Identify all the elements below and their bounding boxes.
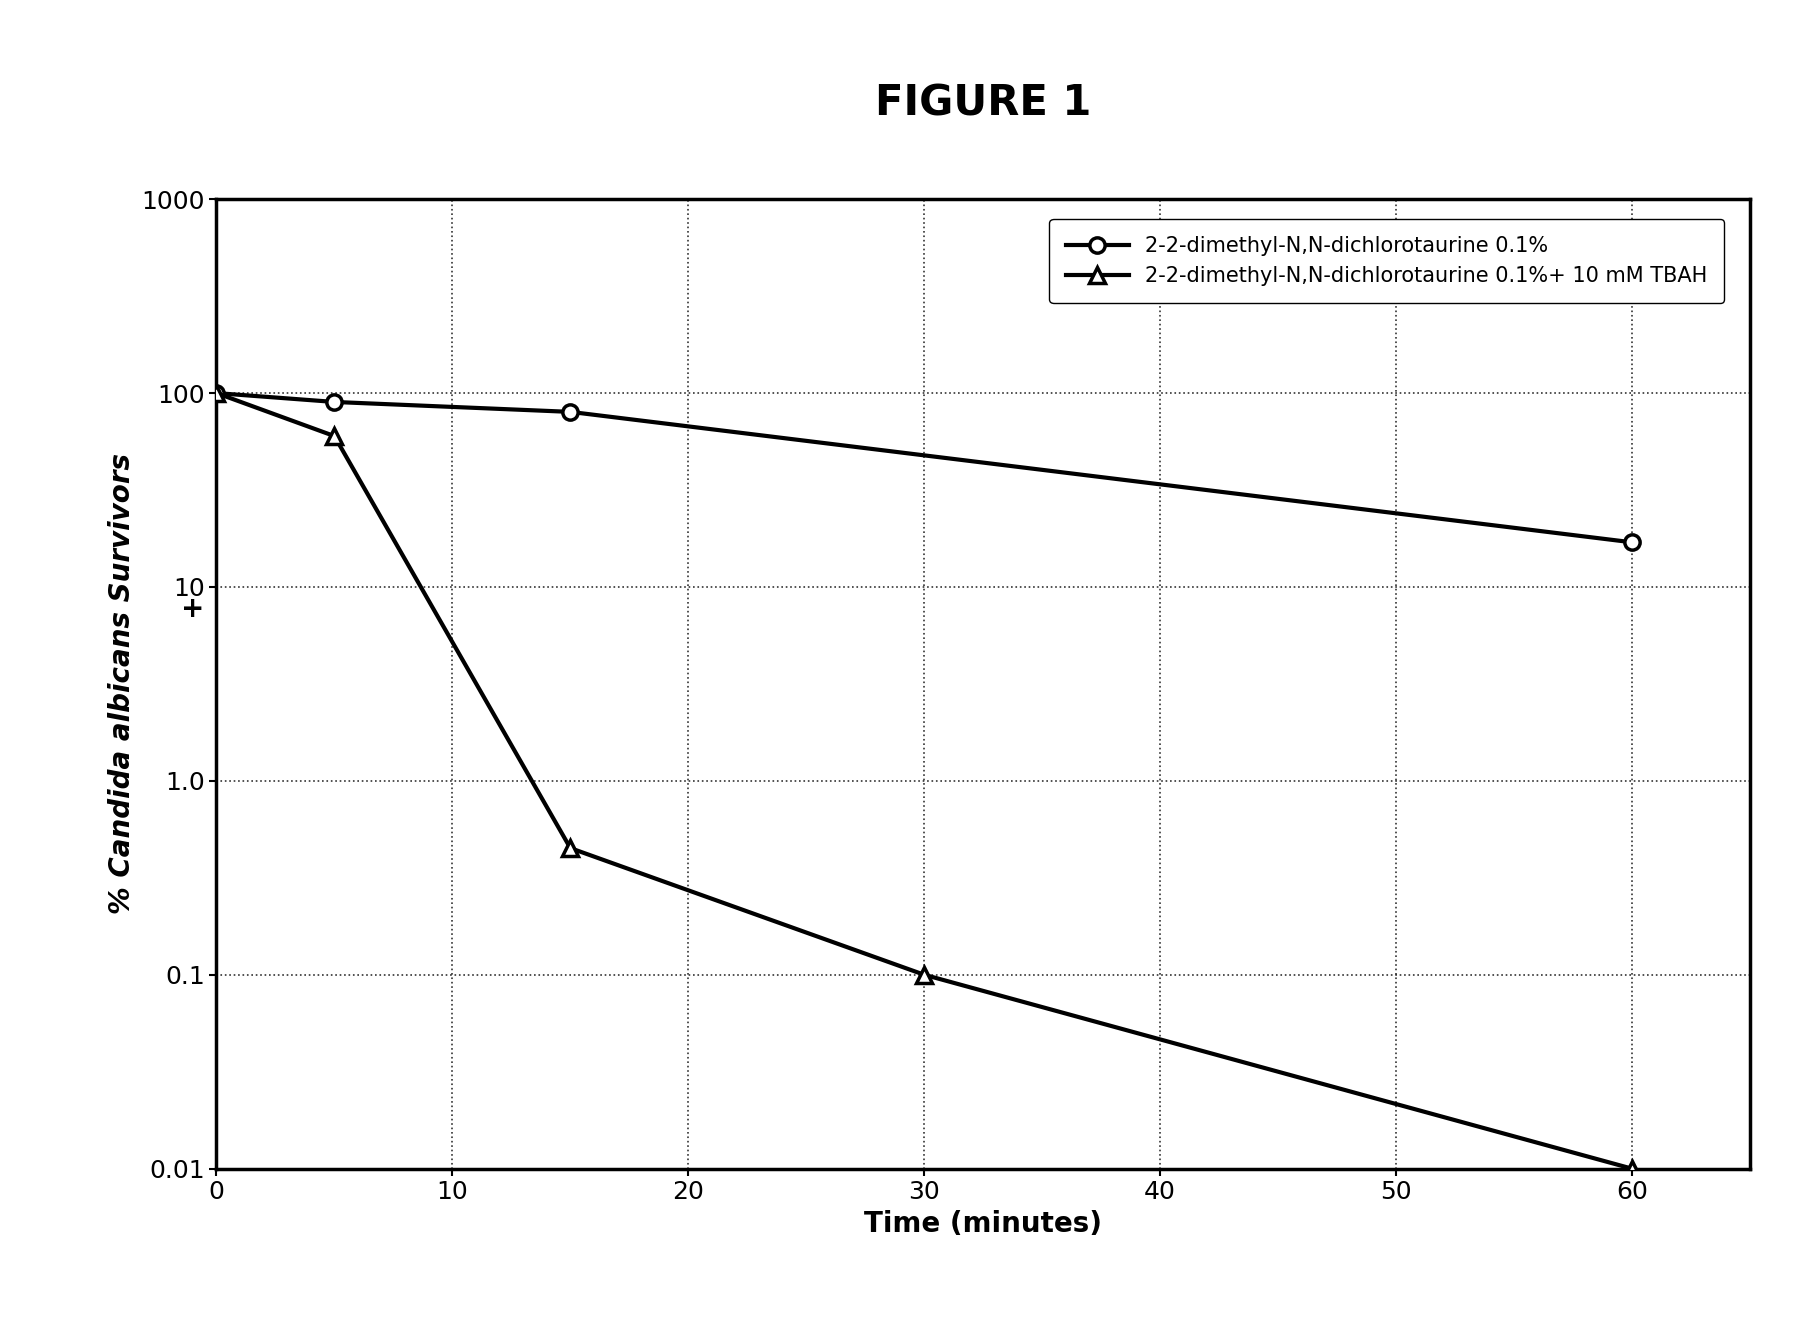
2-2-dimethyl-N,N-dichlorotaurine 0.1%	[1622, 534, 1643, 550]
2-2-dimethyl-N,N-dichlorotaurine 0.1%+ 10 mM TBAH	[913, 967, 934, 983]
X-axis label: Time (minutes): Time (minutes)	[864, 1210, 1102, 1238]
Line: 2-2-dimethyl-N,N-dichlorotaurine 0.1%: 2-2-dimethyl-N,N-dichlorotaurine 0.1%	[209, 385, 1640, 550]
2-2-dimethyl-N,N-dichlorotaurine 0.1%+ 10 mM TBAH	[206, 385, 227, 401]
2-2-dimethyl-N,N-dichlorotaurine 0.1%+ 10 mM TBAH	[1622, 1161, 1643, 1177]
2-2-dimethyl-N,N-dichlorotaurine 0.1%	[323, 394, 345, 410]
2-2-dimethyl-N,N-dichlorotaurine 0.1%	[206, 385, 227, 401]
Text: +: +	[180, 595, 204, 623]
Legend: 2-2-dimethyl-N,N-dichlorotaurine 0.1%, 2-2-dimethyl-N,N-dichlorotaurine 0.1%+ 10: 2-2-dimethyl-N,N-dichlorotaurine 0.1%, 2…	[1050, 219, 1725, 303]
2-2-dimethyl-N,N-dichlorotaurine 0.1%	[559, 404, 581, 420]
Line: 2-2-dimethyl-N,N-dichlorotaurine 0.1%+ 10 mM TBAH: 2-2-dimethyl-N,N-dichlorotaurine 0.1%+ 1…	[209, 385, 1640, 1177]
Title: FIGURE 1: FIGURE 1	[875, 82, 1091, 125]
2-2-dimethyl-N,N-dichlorotaurine 0.1%+ 10 mM TBAH	[559, 841, 581, 857]
Y-axis label: % Candida albicans Survivors: % Candida albicans Survivors	[108, 453, 135, 915]
2-2-dimethyl-N,N-dichlorotaurine 0.1%+ 10 mM TBAH	[323, 428, 345, 444]
